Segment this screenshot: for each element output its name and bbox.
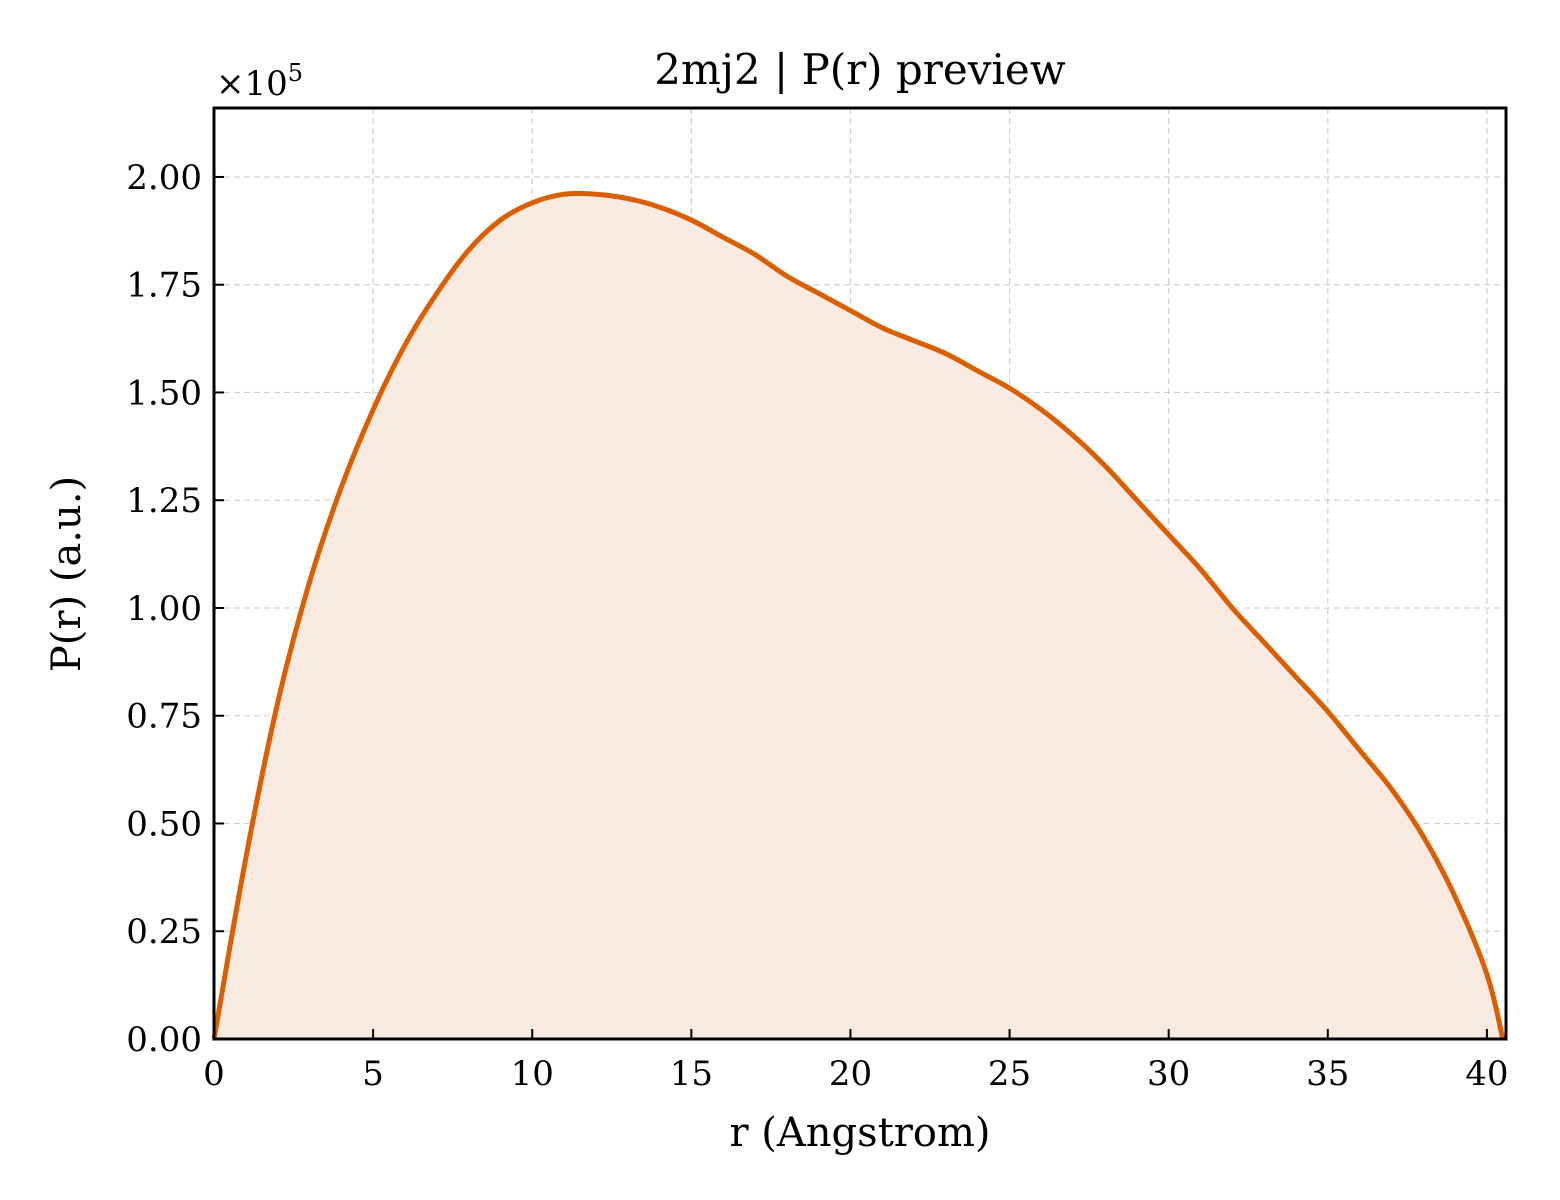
y-tick-label: 0.75 (126, 697, 202, 737)
y-tick-label: 1.50 (126, 373, 202, 413)
x-tick-label: 10 (511, 1054, 554, 1094)
plot-frame (212, 106, 1508, 1041)
y-tick-label: 1.25 (126, 481, 202, 521)
y-scale-factor: ×105 (216, 59, 303, 104)
area-fill (214, 193, 1503, 1040)
y-tick-label: 1.00 (126, 589, 202, 629)
y-axis-title: P(r) (a.u.) (44, 476, 90, 672)
x-tick-label: 25 (988, 1054, 1031, 1094)
y-tick-label: 0.25 (126, 912, 202, 952)
x-tick-label: 0 (203, 1054, 225, 1094)
x-axis-title: r (Angstrom) (729, 1110, 990, 1156)
y-tick-label: 1.75 (126, 266, 202, 306)
data-line-path (211, 190, 1506, 1040)
x-tick-label: 40 (1465, 1054, 1508, 1094)
x-tick-label: 20 (829, 1054, 872, 1094)
y-scale-base: ×10 (216, 64, 288, 104)
x-tick-label: 5 (362, 1054, 384, 1094)
tick-labels: 0 5 10 15 20 25 30 35 40 0.00 0.25 0.50 0.75 1.00 1.25… (126, 158, 1508, 1094)
y-tick-label: 0.00 (126, 1020, 202, 1060)
axis-ticks (213, 175, 1488, 1040)
chart-title: 2mj2 | P(r) preview (654, 45, 1065, 94)
x-tick-label: 35 (1306, 1054, 1349, 1094)
y-tick-label: 0.50 (126, 804, 202, 844)
y-tick-label: 2.00 (126, 158, 202, 198)
x-tick-label: 30 (1147, 1054, 1190, 1094)
x-tick-label: 15 (670, 1054, 713, 1094)
y-scale-exponent: 5 (288, 59, 303, 87)
